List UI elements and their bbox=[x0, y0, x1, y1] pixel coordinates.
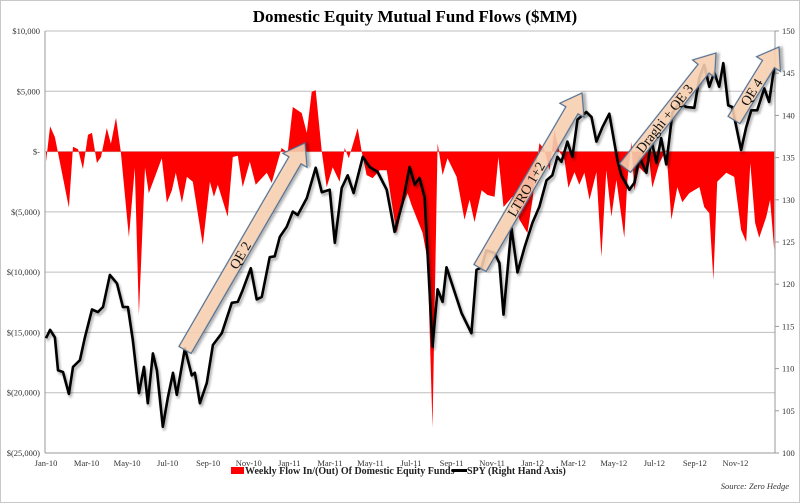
x-axis-tick-label: Jul-11 bbox=[401, 458, 422, 468]
axes bbox=[44, 30, 779, 454]
left-axis-tick-label: $5,000 bbox=[17, 86, 40, 96]
x-axis-tick-label: May-12 bbox=[600, 458, 627, 468]
right-axis-tick-label: 105 bbox=[782, 406, 795, 416]
x-axis-tick-label: Jul-12 bbox=[644, 458, 665, 468]
left-axis-tick-label: $(5,000) bbox=[11, 207, 40, 217]
right-axis-tick-label: 120 bbox=[782, 279, 795, 289]
legend: Weekly Flow In/(Out) Of Domestic Equity … bbox=[231, 466, 566, 477]
x-axis-tick-label: Sep-12 bbox=[683, 458, 707, 468]
x-axis-tick-label: Jan-10 bbox=[35, 458, 58, 468]
x-axis-tick-label: Nov-10 bbox=[236, 458, 262, 468]
legend-label-flow: Weekly Flow In/(Out) Of Domestic Equity … bbox=[245, 466, 455, 477]
legend-label-spy: SPY (Right Hand Axis) bbox=[467, 466, 566, 477]
x-axis-tick-label: Sep-11 bbox=[440, 458, 464, 468]
tick-labels: $10,000 $5,000 $- $(5,000) $(10,000) $(15,000… bbox=[7, 26, 795, 468]
arrow-shape bbox=[727, 46, 782, 125]
legend-swatch-flow bbox=[231, 467, 244, 474]
right-axis-tick-label: 150 bbox=[782, 26, 795, 36]
flow-area bbox=[46, 90, 775, 428]
x-axis-tick-label: Jul-10 bbox=[157, 458, 178, 468]
x-axis-tick-label: Nov-12 bbox=[722, 458, 748, 468]
right-axis-tick-label: 145 bbox=[782, 68, 795, 78]
x-axis-tick-label: May-11 bbox=[357, 458, 384, 468]
arrow-shape bbox=[618, 52, 717, 174]
right-axis-tick-label: 115 bbox=[782, 321, 794, 331]
arrow-shape bbox=[178, 142, 308, 355]
arrow-label-draghi: Draghi + QE 3 bbox=[634, 82, 697, 156]
spy-line-layer bbox=[44, 61, 776, 429]
right-axis-tick-label: 100 bbox=[782, 448, 795, 458]
right-axis-tick-label: 125 bbox=[782, 237, 795, 247]
left-axis-tick-label: $- bbox=[33, 147, 40, 157]
gridlines bbox=[45, 30, 775, 454]
right-axis-tick-label: 130 bbox=[782, 195, 795, 205]
x-axis-tick-label: Mar-10 bbox=[74, 458, 99, 468]
x-axis-tick-label: May-10 bbox=[114, 458, 141, 468]
x-axis-tick-label: Jan-11 bbox=[278, 458, 300, 468]
x-axis-tick-label: Jan-12 bbox=[521, 458, 544, 468]
left-axis-tick-label: $(15,000) bbox=[7, 327, 40, 337]
flow-area-layer bbox=[46, 90, 775, 428]
arrow-shape bbox=[473, 92, 585, 273]
legend-swatch-spy bbox=[452, 469, 467, 472]
right-axis-tick-label: 135 bbox=[782, 153, 795, 163]
right-axis-tick-label: 110 bbox=[782, 364, 794, 374]
arrow-qe4: QE 4 bbox=[727, 46, 782, 125]
x-axis-tick-label: Mar-11 bbox=[317, 458, 342, 468]
left-axis-tick-label: $(25,000) bbox=[7, 448, 40, 458]
x-axis-tick-label: Nov-11 bbox=[479, 458, 505, 468]
spy-line bbox=[44, 61, 776, 429]
x-axis-tick-label: Mar-12 bbox=[561, 458, 586, 468]
source-note: Source: Zero Hedge bbox=[721, 481, 790, 491]
left-axis-tick-label: $(20,000) bbox=[7, 388, 40, 398]
left-axis-tick-label: $10,000 bbox=[12, 26, 40, 36]
x-axis-tick-label: Sep-10 bbox=[196, 458, 220, 468]
right-axis-tick-label: 140 bbox=[782, 110, 795, 120]
chart-title: Domestic Equity Mutual Fund Flows ($MM) bbox=[253, 7, 577, 26]
left-axis-tick-label: $(10,000) bbox=[7, 267, 40, 277]
